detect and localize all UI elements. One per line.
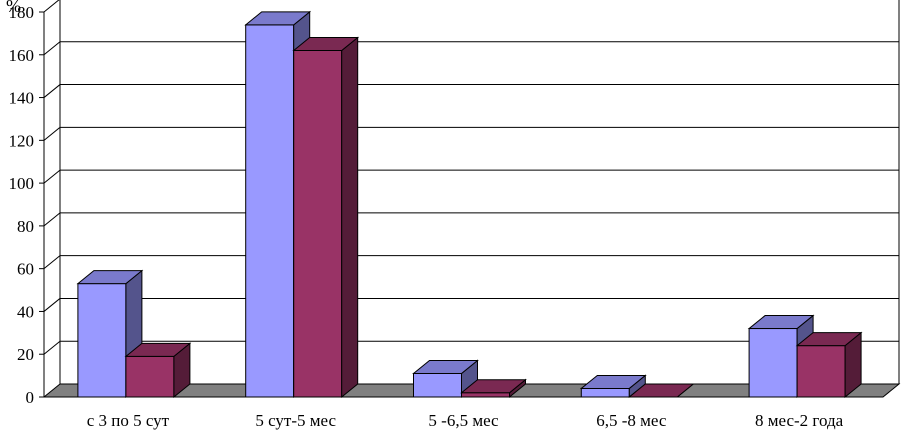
x-category-label: 5 -6,5 мес	[428, 411, 499, 430]
bar-front	[413, 372, 462, 398]
y-tick-label: 20	[17, 345, 34, 364]
bar-front	[77, 283, 127, 398]
bar-top	[76, 270, 144, 285]
gridline-depth	[43, 169, 61, 184]
x-category-label: 8 мес-2 года	[755, 411, 844, 430]
y-tick-label: 180	[9, 3, 35, 22]
bar-side	[341, 36, 359, 399]
bar-top	[460, 379, 527, 394]
y-tick-label: 80	[17, 217, 34, 236]
bar-top	[627, 383, 695, 398]
gridline-depth	[43, 340, 61, 355]
y-tick-label: 160	[9, 46, 35, 65]
bar-top	[124, 342, 192, 357]
bar-front	[245, 24, 295, 398]
bar-front	[125, 355, 175, 398]
bar	[627, 383, 695, 398]
bar-top	[292, 37, 360, 51]
y-tick-label: 40	[17, 302, 34, 321]
gridline-depth	[43, 84, 61, 98]
bar-top	[412, 359, 479, 374]
bar-front	[580, 387, 630, 398]
bar	[124, 342, 192, 399]
bar-top	[579, 374, 647, 389]
bar-top	[795, 332, 863, 347]
y-axis	[39, 0, 900, 398]
y-tick-label: 0	[26, 388, 35, 407]
gridline-depth	[43, 41, 61, 56]
bar	[292, 36, 360, 399]
bar-front	[293, 50, 343, 398]
bar	[412, 359, 479, 399]
gridline-depth	[43, 212, 61, 227]
gridlines	[43, 0, 899, 355]
y-tick-label: 60	[17, 260, 34, 279]
labels: 0 20 40 60 80 100 120 140 160 180 с 3 по 5 сут 5 су…	[9, 3, 844, 430]
gridline-depth	[43, 0, 60, 13]
bar	[795, 331, 863, 399]
bar-front	[461, 392, 510, 398]
bar-front	[796, 345, 846, 398]
bar-top	[244, 11, 312, 26]
bars	[76, 10, 863, 399]
y-tick-label: 100	[9, 174, 35, 193]
gridline-depth	[43, 126, 61, 141]
y-tick-label: 140	[9, 89, 35, 108]
bar	[460, 378, 527, 399]
gridline-depth	[43, 255, 61, 270]
bar	[579, 374, 647, 399]
x-category-label: 5 сут-5 мес	[255, 411, 336, 430]
bar-front	[748, 328, 798, 398]
y-tick-label: 120	[9, 131, 35, 150]
bar-top	[747, 315, 815, 330]
y-unit-label: %	[6, 0, 21, 16]
x-category-label: с 3 по 5 сут	[87, 411, 170, 430]
gridline-depth	[43, 298, 61, 312]
x-category-label: 6,5 -8 мес	[596, 411, 667, 430]
